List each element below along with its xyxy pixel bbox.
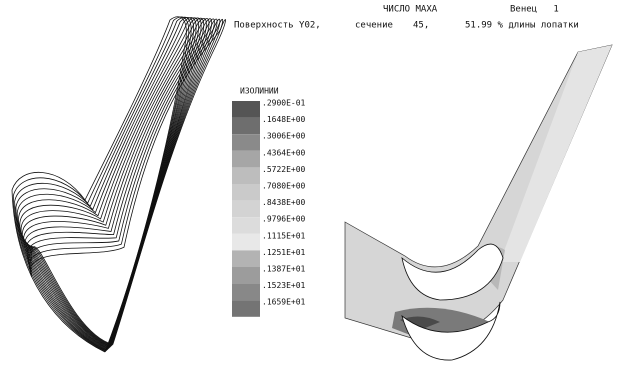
section-value: 45, bbox=[413, 21, 429, 31]
legend-swatch bbox=[232, 284, 260, 301]
legend-label: .1115E+01 bbox=[262, 231, 306, 240]
blade-profiles bbox=[12, 17, 226, 352]
section-label: сечение bbox=[355, 21, 393, 31]
legend-label: .5722E+00 bbox=[262, 165, 306, 174]
legend-swatch bbox=[232, 151, 260, 168]
legend-label: .1251E+01 bbox=[262, 248, 306, 257]
stage-label: Венец 1 bbox=[510, 5, 559, 15]
legend-title: ИЗОЛИНИИ bbox=[240, 87, 279, 96]
legend-label: .9796E+00 bbox=[262, 215, 306, 224]
legend-swatch bbox=[232, 167, 260, 184]
legend-label: .1659E+01 bbox=[262, 298, 306, 307]
legend-swatch bbox=[232, 300, 260, 317]
legend-swatch bbox=[232, 250, 260, 267]
blade-profile bbox=[16, 17, 194, 350]
legend-swatch bbox=[232, 118, 260, 135]
surface-label: Поверхность Y02, bbox=[234, 21, 321, 31]
legend-swatch bbox=[232, 101, 260, 118]
legend-label: .2900E-01 bbox=[262, 99, 306, 108]
legend-label: .1387E+01 bbox=[262, 265, 306, 274]
legend-label: .8438E+00 bbox=[262, 198, 306, 207]
legend-swatch bbox=[232, 201, 260, 218]
legend-swatch bbox=[232, 184, 260, 201]
contour-plot bbox=[345, 45, 612, 360]
contour-band bbox=[500, 45, 612, 262]
blade-profile bbox=[17, 18, 196, 350]
legend-swatch bbox=[232, 234, 260, 251]
legend-swatch bbox=[232, 267, 260, 284]
span-label: 51.99 % длины лопатки bbox=[465, 21, 579, 31]
legend-label: .7080E+00 bbox=[262, 182, 306, 191]
plot-title: ЧИСЛО МАХА bbox=[383, 5, 438, 15]
legend: .2900E-01 .1648E+00 .3006E+00 .4364E+00 .572… bbox=[232, 99, 306, 317]
figure: ЧИСЛО МАХА Венец 1 Поверхность Y02, сече… bbox=[0, 0, 630, 378]
legend-label: .4364E+00 bbox=[262, 148, 306, 157]
legend-label: .3006E+00 bbox=[262, 132, 306, 141]
legend-label: .1648E+00 bbox=[262, 115, 306, 124]
legend-swatch bbox=[232, 217, 260, 234]
legend-swatch bbox=[232, 134, 260, 151]
legend-label: .1523E+01 bbox=[262, 281, 306, 290]
